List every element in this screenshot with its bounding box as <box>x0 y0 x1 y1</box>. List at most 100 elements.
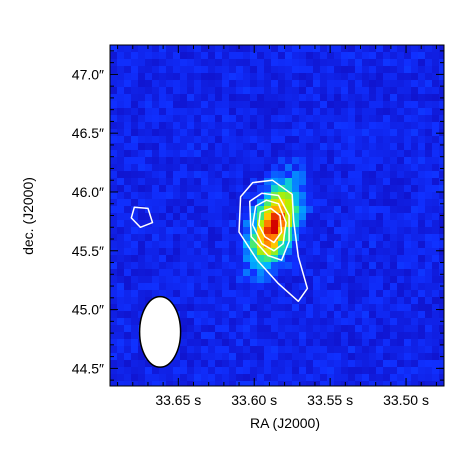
heatmap-pixel <box>348 325 355 332</box>
heatmap-pixel <box>152 227 159 234</box>
heatmap-pixel <box>180 45 187 52</box>
heatmap-pixel <box>173 45 180 52</box>
heatmap-pixel <box>229 94 236 101</box>
heatmap-pixel <box>299 73 306 80</box>
heatmap-pixel <box>229 213 236 220</box>
heatmap-pixel <box>278 115 285 122</box>
heatmap-pixel <box>320 115 327 122</box>
heatmap-pixel <box>124 164 131 171</box>
heatmap-pixel <box>411 171 418 178</box>
heatmap-pixel <box>355 143 362 150</box>
heatmap-pixel <box>173 80 180 87</box>
heatmap-pixel <box>117 220 124 227</box>
heatmap-pixel <box>306 381 313 386</box>
heatmap-pixel <box>117 80 124 87</box>
heatmap-pixel <box>411 136 418 143</box>
heatmap-pixel <box>425 122 432 129</box>
heatmap-pixel <box>341 136 348 143</box>
heatmap-pixel <box>152 283 159 290</box>
heatmap-pixel <box>355 150 362 157</box>
heatmap-pixel <box>145 122 152 129</box>
heatmap-pixel <box>397 339 404 346</box>
heatmap-pixel <box>271 164 278 171</box>
heatmap-pixel <box>278 80 285 87</box>
heatmap-pixel <box>418 234 425 241</box>
heatmap-pixel <box>166 164 173 171</box>
heatmap-pixel <box>432 346 439 353</box>
heatmap-pixel <box>278 325 285 332</box>
heatmap-pixel <box>145 73 152 80</box>
heatmap-pixel <box>208 339 215 346</box>
heatmap-pixel <box>383 150 390 157</box>
heatmap-pixel <box>404 241 411 248</box>
heatmap-pixel <box>194 353 201 360</box>
heatmap-pixel <box>334 115 341 122</box>
heatmap-pixel <box>425 80 432 87</box>
heatmap-pixel <box>397 192 404 199</box>
heatmap-pixel <box>432 367 439 374</box>
heatmap-pixel <box>215 66 222 73</box>
heatmap-pixel <box>110 325 117 332</box>
heatmap-pixel <box>124 94 131 101</box>
heatmap-pixel <box>278 339 285 346</box>
heatmap-pixel <box>208 94 215 101</box>
heatmap-pixel <box>320 213 327 220</box>
heatmap-pixel <box>397 171 404 178</box>
heatmap-pixel <box>390 304 397 311</box>
heatmap-pixel <box>376 101 383 108</box>
heatmap-pixel <box>411 353 418 360</box>
heatmap-pixel <box>425 45 432 52</box>
heatmap-pixel <box>348 297 355 304</box>
heatmap-pixel <box>243 311 250 318</box>
heatmap-pixel <box>411 269 418 276</box>
heatmap-pixel <box>404 339 411 346</box>
heatmap-pixel <box>138 276 145 283</box>
heatmap-pixel <box>173 185 180 192</box>
heatmap-pixel <box>117 115 124 122</box>
heatmap-pixel <box>313 185 320 192</box>
heatmap-pixel <box>243 206 250 213</box>
heatmap-pixel <box>369 325 376 332</box>
heatmap-pixel <box>257 325 264 332</box>
heatmap-pixel <box>257 311 264 318</box>
heatmap-pixel <box>187 234 194 241</box>
heatmap-pixel <box>257 206 264 213</box>
heatmap-pixel <box>131 248 138 255</box>
heatmap-pixel <box>383 290 390 297</box>
heatmap-pixel <box>418 87 425 94</box>
heatmap-pixel <box>355 353 362 360</box>
heatmap-pixel <box>425 52 432 59</box>
heatmap-pixel <box>432 129 439 136</box>
heatmap-pixel <box>159 94 166 101</box>
heatmap-pixel <box>271 318 278 325</box>
heatmap-pixel <box>117 297 124 304</box>
heatmap-pixel <box>250 297 257 304</box>
heatmap-pixel <box>376 52 383 59</box>
heatmap-pixel <box>362 290 369 297</box>
heatmap-pixel <box>355 136 362 143</box>
contour-lines <box>130 179 309 303</box>
heatmap-pixel <box>187 367 194 374</box>
heatmap-pixel <box>131 290 138 297</box>
heatmap-pixel <box>243 136 250 143</box>
heatmap-pixel <box>166 52 173 59</box>
heatmap-pixel <box>383 206 390 213</box>
heatmap-pixel <box>341 318 348 325</box>
heatmap-pixel <box>285 255 292 262</box>
heatmap-pixel <box>117 52 124 59</box>
heatmap-pixel <box>334 311 341 318</box>
heatmap-pixel <box>201 52 208 59</box>
heatmap-pixel <box>292 143 299 150</box>
heatmap-pixel <box>383 45 390 52</box>
heatmap-pixel <box>124 192 131 199</box>
heatmap-pixel <box>236 101 243 108</box>
heatmap-pixel <box>152 143 159 150</box>
heatmap-pixel <box>264 241 271 248</box>
heatmap-pixel <box>201 143 208 150</box>
heatmap-pixel <box>418 290 425 297</box>
heatmap-pixel <box>271 129 278 136</box>
heatmap-pixel <box>236 297 243 304</box>
heatmap-pixel <box>257 339 264 346</box>
heatmap-pixel <box>145 199 152 206</box>
heatmap-pixel <box>110 157 117 164</box>
